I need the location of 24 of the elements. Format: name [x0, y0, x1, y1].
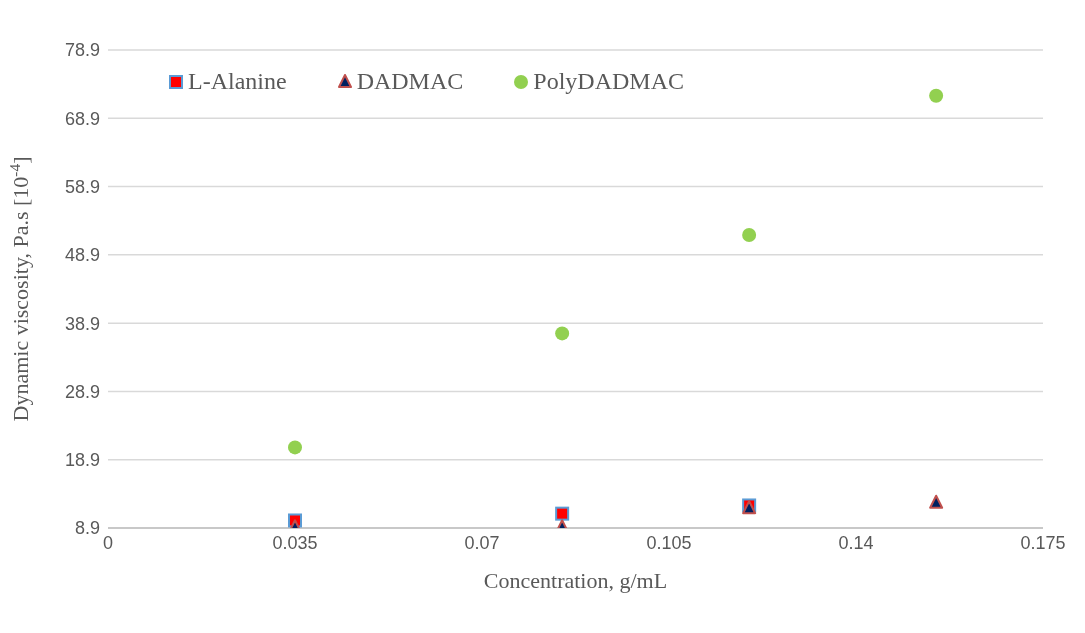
point — [929, 88, 944, 103]
y-tick-label: 38.9 — [64, 313, 100, 334]
point — [288, 440, 302, 455]
x-tick-label: 0 — [102, 532, 114, 553]
y-tick-label: 48.9 — [64, 245, 100, 266]
y-tick-label: 68.9 — [64, 108, 100, 129]
x-tick-label: 0.035 — [272, 532, 318, 553]
legend-label: L-Alanine — [187, 68, 287, 95]
y-tick-label: 28.9 — [64, 381, 100, 402]
x-axis-title: Concentration, g/mL — [483, 568, 668, 593]
y-tick-label: 58.9 — [64, 176, 100, 197]
point — [929, 494, 944, 509]
point — [742, 228, 757, 243]
legend-label: DADMAC — [355, 68, 464, 95]
point — [555, 326, 570, 341]
x-tick-label: 0.105 — [646, 532, 692, 553]
x-tick-label: 0.14 — [838, 532, 874, 553]
x-tick-label: 0.07 — [464, 532, 500, 553]
legend-label: PolyDADMAC — [532, 68, 685, 95]
y-tick-label: 8.9 — [74, 518, 100, 539]
y-tick-label: 18.9 — [64, 450, 100, 471]
point — [555, 506, 570, 521]
x-tick-label: 0.175 — [1020, 532, 1066, 553]
y-tick-label: 78.9 — [64, 40, 100, 61]
